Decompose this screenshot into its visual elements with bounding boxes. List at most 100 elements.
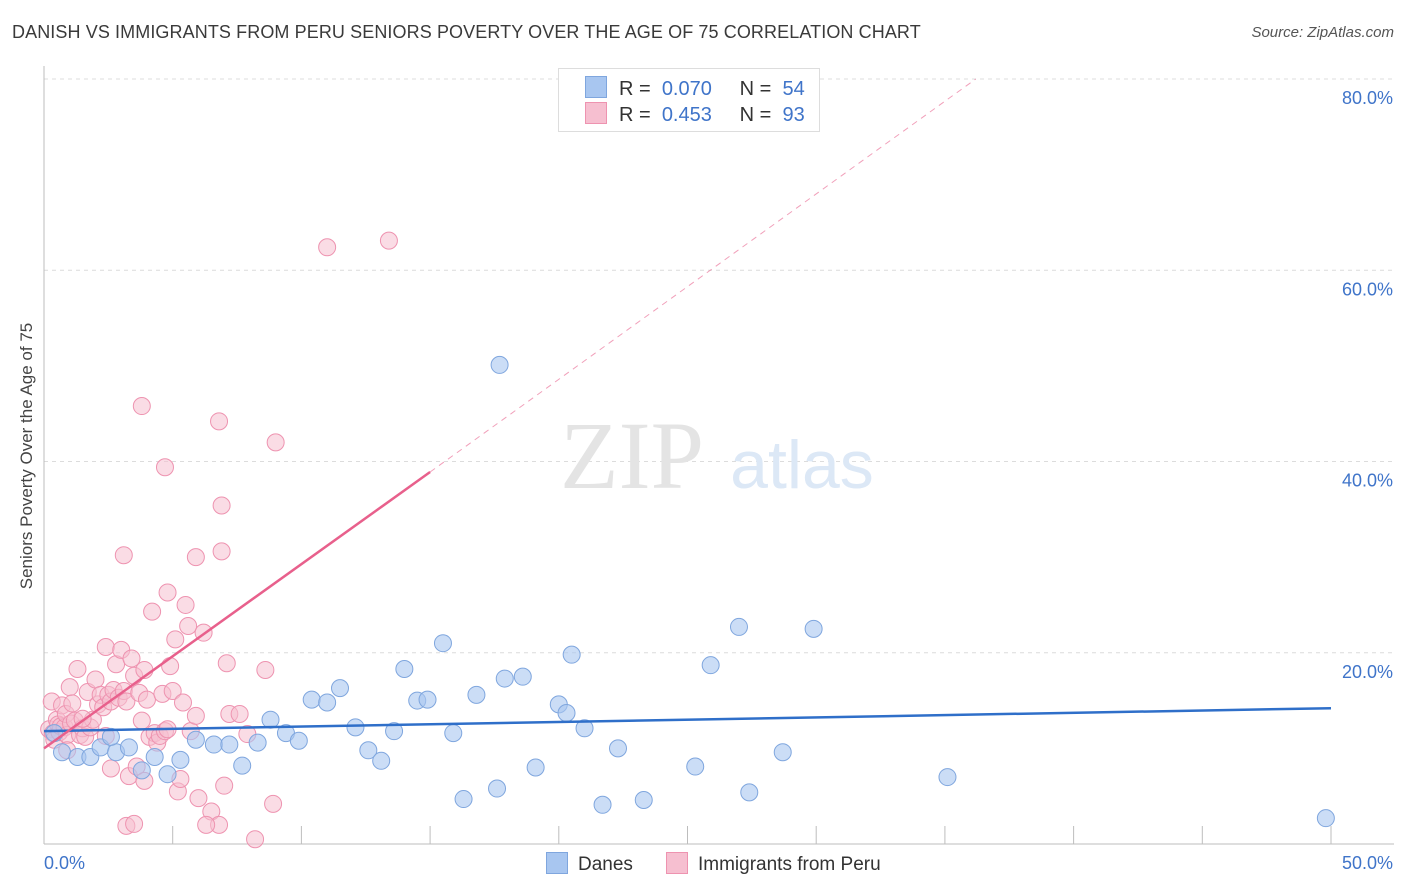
y-tick-label: 80.0% [1342,88,1393,108]
peru-point [217,654,236,673]
danes-point [385,722,404,741]
danes-point [467,685,486,704]
danes-point [331,679,350,698]
peru-point [212,542,231,561]
danes-points [45,355,1335,828]
gridlines [44,78,1394,654]
peru-point [114,546,133,565]
x-tick-label: 50.0% [1342,853,1393,873]
legend-n-value: 93 [782,104,805,126]
y-tick-label: 40.0% [1342,471,1393,491]
danes-point [45,724,64,743]
peru-point [125,814,144,833]
peru-point [86,670,105,689]
peru-point [379,231,398,250]
danes-point [593,795,612,814]
peru-point [143,602,162,621]
danes-point [53,743,72,762]
danes-point [557,703,576,722]
peru-point [179,616,198,635]
danes-point [495,669,514,688]
danes-point [634,791,653,810]
danes-point [804,619,823,638]
danes-point [101,727,120,746]
peru-point [264,794,283,813]
peru-point [137,690,156,709]
chart-title: DANISH VS IMMIGRANTS FROM PERU SENIORS P… [12,22,921,42]
danes-point [938,768,957,787]
peru-point [158,583,177,602]
peru-point [68,660,87,679]
danes-point [372,751,391,770]
danes-point [444,724,463,743]
peru-point [230,704,249,723]
danes-point [609,739,628,758]
danes-point [132,761,151,780]
danes-point [490,355,509,374]
watermark-atlas: atlas [730,427,874,503]
danes-point [346,718,365,737]
danes-point [773,743,792,762]
peru-point [197,815,216,834]
tick-labels: 20.0% 40.0% 60.0% 80.0% 0.0% 50.0% [44,88,1393,873]
peru-point [189,789,208,808]
peru-point [215,776,234,795]
peru-point [212,496,231,515]
danes-legend-swatch [546,852,568,874]
danes-point [204,735,223,754]
danes-point [119,738,138,757]
danes-point [740,783,759,802]
peru-legend-label: Immigrants from Peru [698,854,881,875]
danes-point [395,660,414,679]
legend-r-label: R = [619,104,651,126]
peru-point [60,678,79,697]
axes [43,66,1394,845]
source-label: Source: ZipAtlas.com [1251,24,1394,41]
danes-point [171,750,190,769]
danes-point [158,765,177,784]
danes-point [1316,809,1335,828]
peru-point [155,458,174,477]
legend-n-label: N = [739,104,772,126]
danes-point [186,730,205,749]
danes-point [701,656,720,675]
peru-trend-line [43,471,431,750]
danes-point [513,667,532,686]
x-tick-label: 0.0% [44,853,85,873]
trend-lines [43,78,1332,750]
peru-point [132,711,151,730]
peru-point [96,638,115,657]
legend-r-value: 0.453 [661,104,712,126]
danes-point [686,757,705,776]
danes-point [145,747,164,766]
bottom-legend-peru: Immigrants from Peru [666,852,881,876]
peru-point [256,660,275,679]
danes-point [233,756,252,775]
peru-point [117,692,136,711]
danes-point [454,790,473,809]
peru-point [63,694,82,713]
legend-n-value: 54 [782,78,805,100]
peru-point [266,433,285,452]
peru-point [101,759,120,778]
peru-point [186,706,205,725]
legend-n-label: N = [739,78,772,100]
danes-point [220,735,239,754]
peru-point [318,238,337,257]
peru-point [166,630,185,649]
peru-point [210,412,229,431]
peru-swatch [585,102,607,124]
peru-point [161,657,180,676]
danes-point [575,719,594,738]
peru-point [246,830,265,849]
peru-points [40,231,398,849]
danes-point [562,645,581,664]
danes-point [526,758,545,777]
danes-point [302,690,321,709]
watermark-zip: ZIP [560,402,704,509]
legend-row-peru: R = 0.453 N = 93 [585,102,805,126]
peru-point [176,595,195,614]
danes-legend-label: Danes [578,854,633,875]
danes-point [248,733,267,752]
peru-point [173,693,192,712]
